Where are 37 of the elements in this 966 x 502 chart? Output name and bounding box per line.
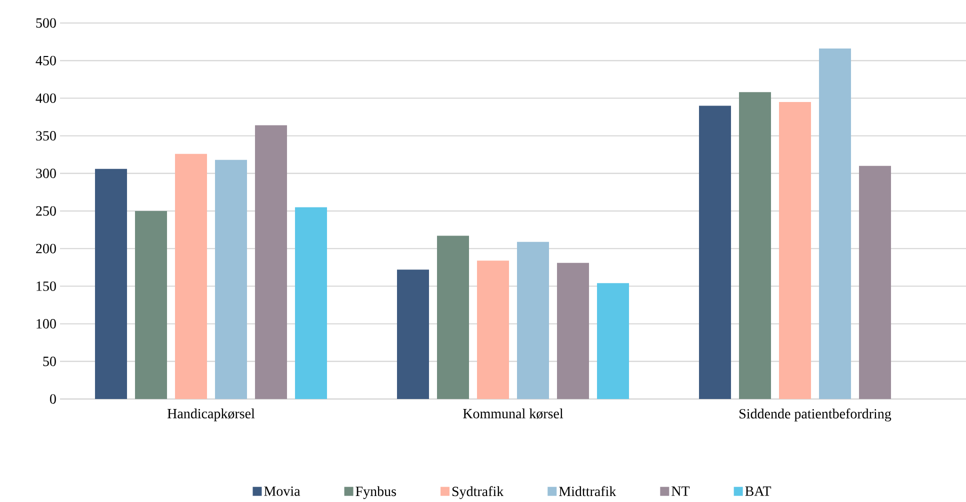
y-tick-label: 200 [36,244,56,254]
x-tick-label: Siddende patientbefordring [740,408,892,422]
bar [557,262,590,399]
bar [779,102,811,399]
y-tick-label: 500 [36,18,56,28]
y-tick-label: 0 [50,394,56,404]
legend-label: Fynbus [356,486,396,499]
x-tick-label: Handicapkørsel [167,408,255,422]
x-tick-label: Kommunal kørsel [463,408,564,419]
bar [477,260,510,399]
legend-label: Sydtrafik [452,486,504,500]
legend-label: Movia [264,486,300,496]
legend-label: Midttrafik [559,486,616,496]
bar [517,242,550,399]
y-tick-label: 100 [36,319,56,329]
bar [819,48,851,399]
y-tick-label: 450 [36,56,56,66]
bar [135,210,168,399]
bar [215,160,248,399]
bar [739,92,771,399]
y-tick-label: 300 [36,168,56,178]
bar [255,125,288,399]
y-tick-label: 250 [36,206,56,216]
legend-label: NT [672,486,690,496]
bar [175,154,208,399]
bar [859,166,891,399]
y-tick-label: 350 [36,131,56,141]
bar [699,106,731,399]
bar [437,236,470,399]
y-tick-label: 150 [36,281,56,291]
bar [597,283,630,399]
bar [397,270,430,399]
y-tick-label: 400 [36,93,56,103]
y-tick-label: 50 [43,356,56,366]
bar [295,207,328,399]
bar [95,168,128,399]
legend-label: BAT [745,486,772,496]
